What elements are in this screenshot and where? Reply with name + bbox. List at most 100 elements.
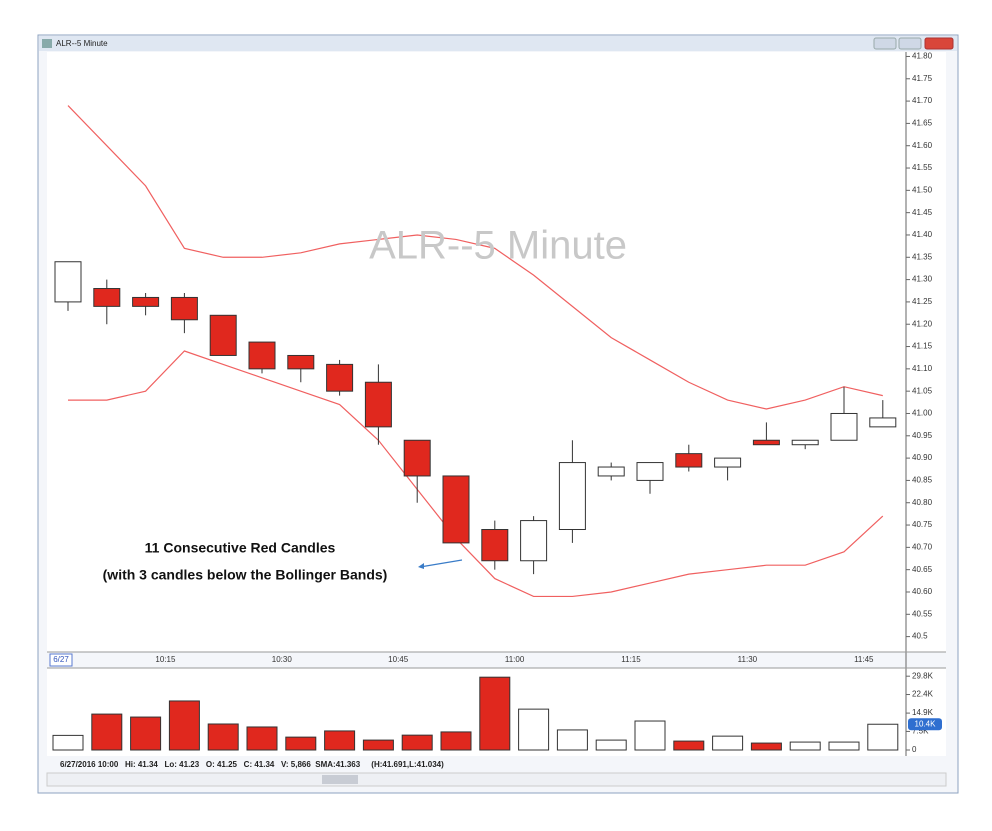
y-tick-label: 40.60 bbox=[912, 587, 933, 596]
watermark: ALR--5 Minute bbox=[369, 224, 627, 268]
y-tick-label: 41.35 bbox=[912, 252, 933, 261]
volume-bar bbox=[750, 742, 782, 751]
volume-bar bbox=[440, 731, 472, 751]
candle-body bbox=[830, 412, 858, 441]
horizontal-scrollbar[interactable] bbox=[46, 772, 947, 787]
minimize-button[interactable] bbox=[873, 37, 897, 50]
y-tick-label: 0 bbox=[912, 745, 917, 754]
annotation: 11 Consecutive Red Candles bbox=[145, 540, 336, 556]
y-tick-label: 41.15 bbox=[912, 342, 933, 351]
candle-body bbox=[675, 453, 703, 468]
close-button[interactable] bbox=[924, 37, 954, 50]
volume-bar bbox=[130, 716, 162, 751]
y-tick-label: 41.00 bbox=[912, 409, 933, 418]
volume-bar bbox=[324, 730, 356, 751]
date-label: 6/27 bbox=[53, 655, 69, 664]
y-tick-label: 41.80 bbox=[912, 52, 933, 61]
candle-body bbox=[326, 363, 354, 392]
volume-bar bbox=[712, 735, 744, 751]
volume-bar bbox=[634, 720, 666, 751]
annotation: (with 3 candles below the Bollinger Band… bbox=[103, 567, 388, 583]
x-tick-label: 11:45 bbox=[854, 655, 874, 664]
volume-bar bbox=[52, 734, 84, 751]
volume-bar bbox=[168, 700, 200, 751]
candle-body bbox=[636, 462, 664, 481]
status-bar: 6/27/2016 10:00 Hi: 41.34 Lo: 41.23 O: 4… bbox=[60, 760, 444, 769]
y-tick-label: 41.25 bbox=[912, 297, 933, 306]
y-tick-label: 40.85 bbox=[912, 476, 933, 485]
price-scale bbox=[906, 52, 946, 652]
volume-bar bbox=[556, 729, 588, 751]
candle-body bbox=[248, 341, 276, 370]
y-tick-label: 41.40 bbox=[912, 230, 933, 239]
volume-bar bbox=[673, 740, 705, 751]
y-tick-label: 7.5K bbox=[912, 727, 929, 736]
y-tick-label: 40.5 bbox=[912, 632, 928, 641]
y-tick-label: 41.65 bbox=[912, 119, 933, 128]
x-tick-label: 11:00 bbox=[505, 655, 525, 664]
price-pane bbox=[47, 52, 906, 652]
title-bar bbox=[39, 36, 957, 51]
y-tick-label: 41.45 bbox=[912, 208, 933, 217]
candle-body bbox=[558, 462, 586, 531]
candle-body bbox=[132, 296, 160, 307]
y-tick-label: 41.60 bbox=[912, 141, 933, 150]
arrow-head bbox=[418, 563, 424, 569]
candle-body bbox=[287, 354, 315, 370]
volume-bar bbox=[207, 723, 239, 751]
window-title: ALR--5 Minute bbox=[56, 39, 108, 48]
y-tick-label: 41.50 bbox=[912, 185, 933, 194]
candle-body bbox=[209, 314, 237, 356]
date-box bbox=[49, 653, 73, 667]
y-tick-label: 41.75 bbox=[912, 74, 933, 83]
window-icon bbox=[42, 39, 52, 48]
x-tick-label: 10:45 bbox=[388, 655, 409, 664]
y-tick-label: 41.55 bbox=[912, 163, 933, 172]
volume-bar bbox=[789, 741, 821, 751]
candle-body bbox=[520, 520, 548, 562]
candle-body bbox=[481, 529, 509, 562]
x-tick-label: 11:30 bbox=[738, 655, 758, 664]
y-tick-label: 41.10 bbox=[912, 364, 933, 373]
y-tick-label: 41.30 bbox=[912, 275, 933, 284]
candle-body bbox=[54, 261, 82, 303]
volume-bar bbox=[91, 713, 123, 751]
y-tick-label: 40.65 bbox=[912, 565, 933, 574]
x-tick-label: 10:30 bbox=[272, 655, 293, 664]
y-tick-label: 41.20 bbox=[912, 319, 933, 328]
candle-body bbox=[791, 439, 819, 446]
volume-bar bbox=[595, 739, 627, 751]
volume-bar bbox=[518, 708, 550, 751]
y-tick-label: 41.05 bbox=[912, 386, 933, 395]
y-tick-label: 40.55 bbox=[912, 609, 933, 618]
y-tick-label: 14.9K bbox=[912, 708, 934, 717]
y-tick-label: 40.90 bbox=[912, 453, 933, 462]
y-tick-label: 29.8K bbox=[912, 671, 934, 680]
volume-bar bbox=[401, 734, 433, 751]
volume-scale bbox=[906, 668, 946, 756]
candle-body bbox=[442, 475, 470, 544]
x-tick-label: 11:15 bbox=[621, 655, 641, 664]
candle-body bbox=[93, 288, 121, 307]
candle-body bbox=[714, 457, 742, 468]
volume-bar bbox=[867, 723, 899, 751]
volume-bar bbox=[828, 741, 860, 751]
value-label: 10.4K bbox=[915, 719, 937, 728]
candle-body bbox=[752, 439, 780, 446]
maximize-button[interactable] bbox=[898, 37, 922, 50]
x-tick-label: 10:15 bbox=[155, 655, 176, 664]
y-tick-label: 40.95 bbox=[912, 431, 933, 440]
annotation-arrow bbox=[419, 559, 463, 568]
y-tick-label: 40.70 bbox=[912, 542, 933, 551]
volume-bar bbox=[285, 736, 317, 751]
candle-body bbox=[403, 439, 431, 477]
y-tick-label: 40.80 bbox=[912, 498, 933, 507]
scroll-thumb[interactable] bbox=[322, 775, 358, 784]
volume-bar bbox=[246, 726, 278, 751]
y-tick-label: 40.75 bbox=[912, 520, 933, 529]
candle-body bbox=[364, 381, 392, 428]
candle-body bbox=[170, 296, 198, 321]
candle-body bbox=[597, 466, 625, 477]
